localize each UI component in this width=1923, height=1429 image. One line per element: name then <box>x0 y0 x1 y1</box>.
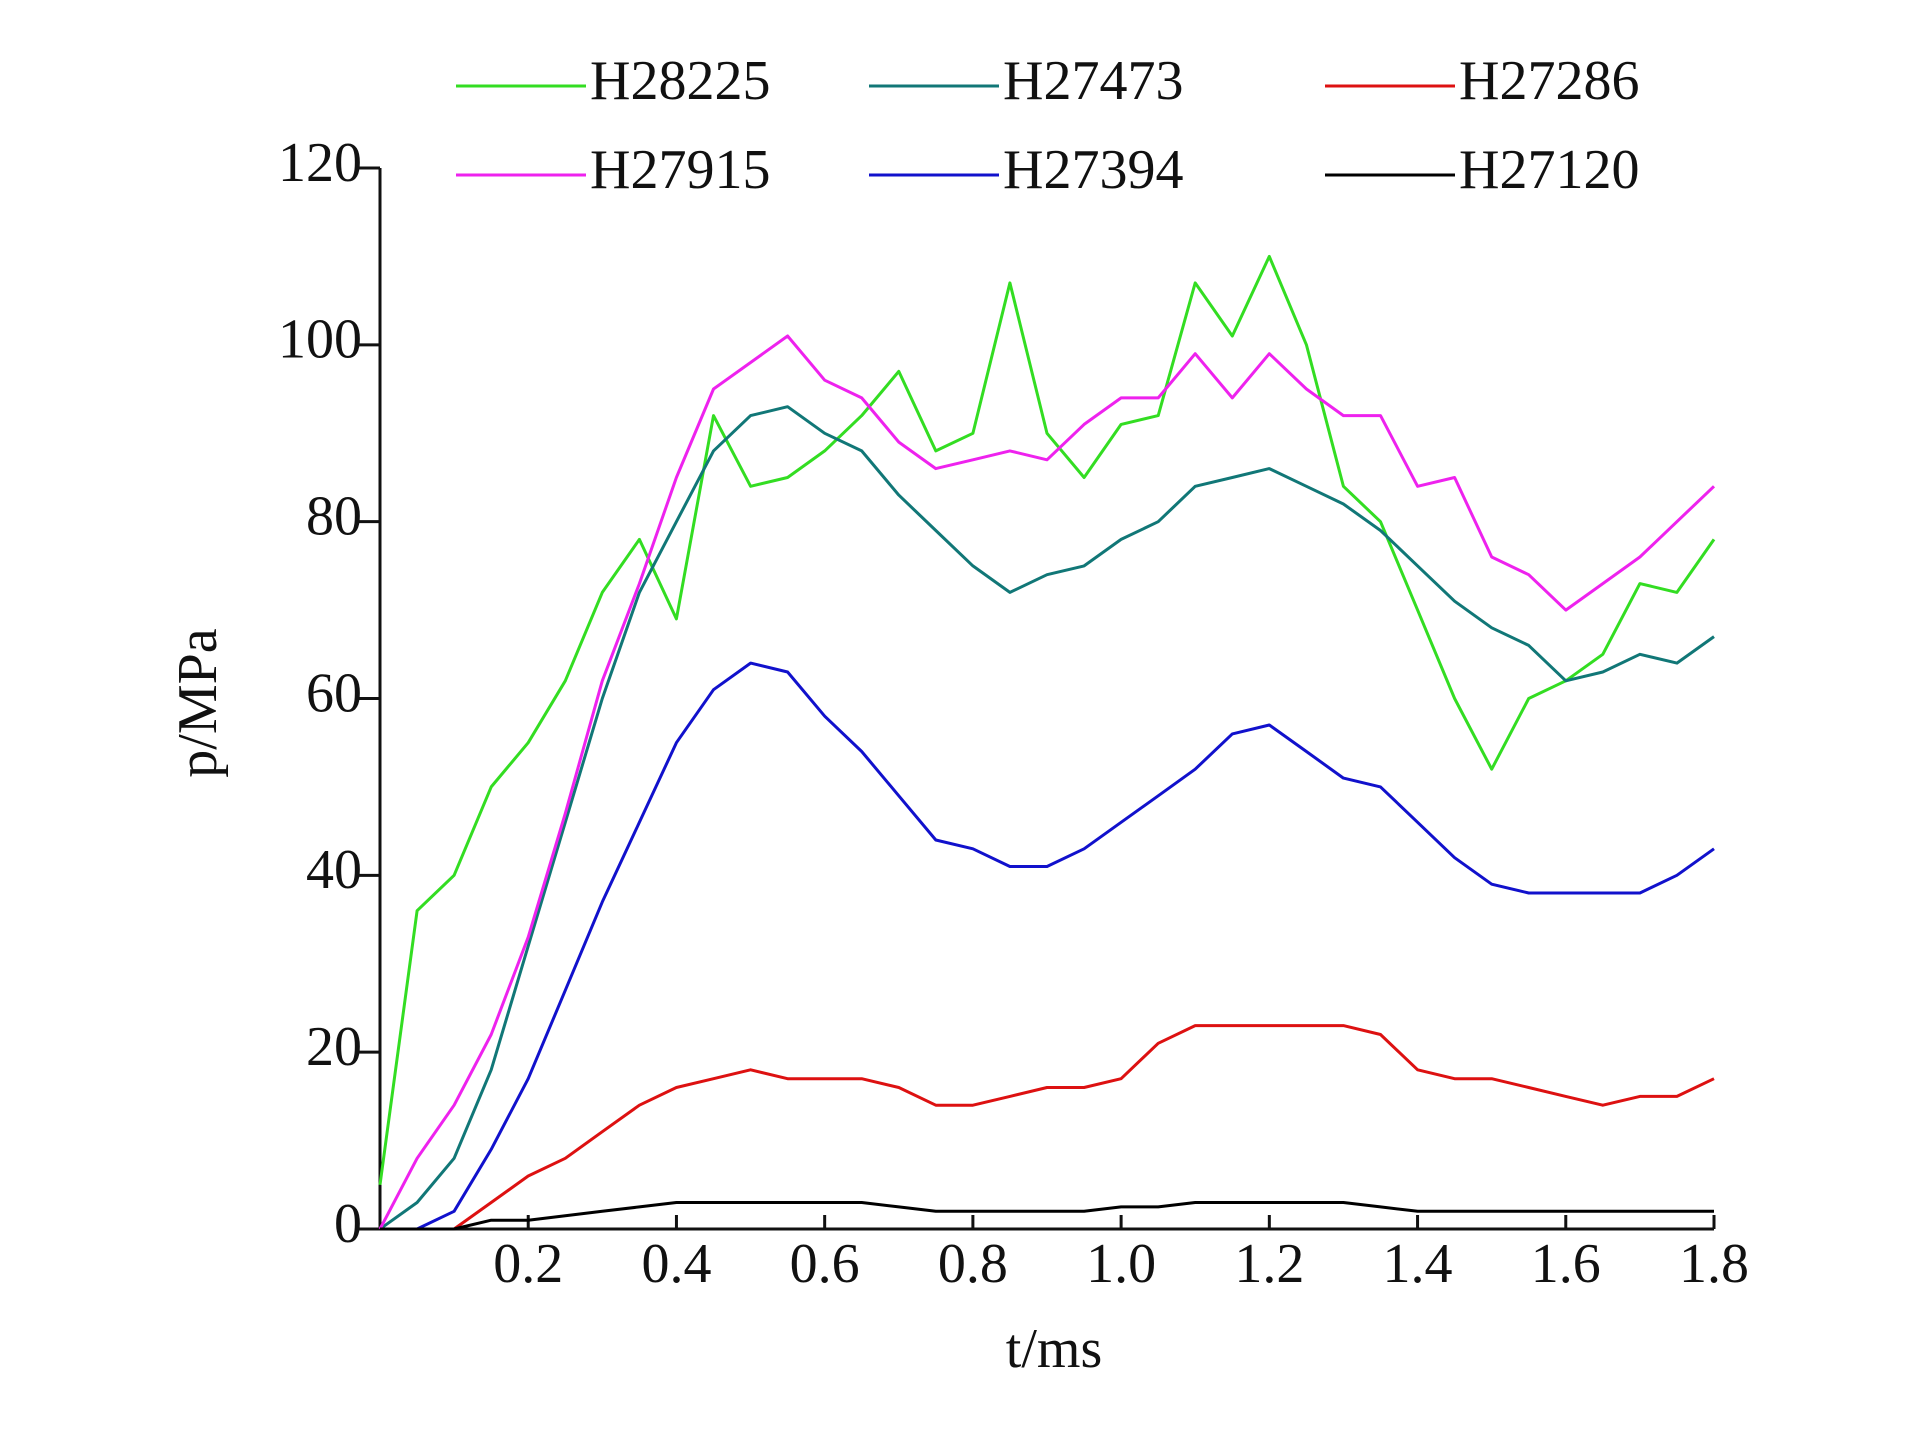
x-tick-label: 0.2 <box>493 1233 563 1295</box>
x-tick-label: 1.0 <box>1086 1233 1156 1295</box>
y-tick-label: 100 <box>278 309 362 371</box>
series-line <box>380 661 1715 1231</box>
y-axis-label: p/MPa <box>167 628 229 777</box>
x-tick-label: 1.4 <box>1383 1233 1453 1295</box>
legend-label: H27286 <box>1459 50 1639 112</box>
legend-label: H28225 <box>590 50 770 112</box>
series-line <box>378 254 1716 1186</box>
x-tick-label: 1.8 <box>1679 1233 1749 1295</box>
y-tick-label: 120 <box>278 132 362 194</box>
legend-label: H27394 <box>1003 139 1183 201</box>
series-line <box>378 334 1716 1230</box>
series-line <box>380 1201 1714 1231</box>
y-tick-label: 20 <box>306 1016 362 1078</box>
series-line <box>380 1024 1715 1231</box>
legend-label: H27473 <box>1003 50 1183 112</box>
x-axis-label: t/ms <box>1006 1318 1102 1380</box>
y-tick-label: 40 <box>306 839 362 901</box>
y-tick-label: 0 <box>334 1193 362 1255</box>
x-tick-label: 0.6 <box>790 1233 860 1295</box>
legend-label: H27120 <box>1459 139 1639 201</box>
legend-label: H27915 <box>590 139 770 201</box>
x-tick-label: 0.4 <box>641 1233 711 1295</box>
x-tick-label: 1.6 <box>1531 1233 1601 1295</box>
x-tick-label: 0.8 <box>938 1233 1008 1295</box>
series-line <box>379 405 1715 1231</box>
y-tick-label: 80 <box>306 486 362 548</box>
y-tick-label: 60 <box>306 662 362 724</box>
x-tick-label: 1.2 <box>1234 1233 1304 1295</box>
